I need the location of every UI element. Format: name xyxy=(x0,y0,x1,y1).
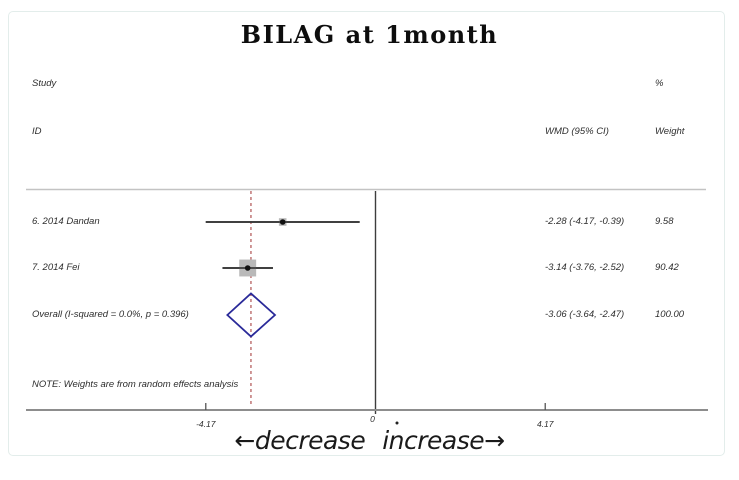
header-percent: % xyxy=(655,78,664,89)
x-axis-tick-label: -4.17 xyxy=(196,419,216,429)
overall-effect-value: -3.06 (-3.64, -2.47) xyxy=(545,309,625,320)
effect-value: -2.28 (-4.17, -0.39) xyxy=(545,216,625,227)
header-study: Study xyxy=(32,78,57,89)
study-label: 6. 2014 Dandan xyxy=(32,216,100,227)
weight-value: 9.58 xyxy=(655,216,674,227)
study-label: 7. 2014 Fei xyxy=(32,262,80,273)
overall-label: Overall (I-squared = 0.0%, p = 0.396) xyxy=(32,309,189,320)
decrease-arrow-label: ←decrease xyxy=(234,426,366,455)
annotation-dot xyxy=(395,421,399,425)
chart-title: BILAG at 1month xyxy=(240,20,499,49)
header-wmd-ci: WMD (95% CI) xyxy=(545,126,609,137)
point-estimate-marker xyxy=(244,265,251,271)
point-estimate-marker xyxy=(279,219,286,225)
x-axis-tick-label: 4.17 xyxy=(537,419,554,429)
figure-frame xyxy=(8,11,725,456)
effect-value: -3.14 (-3.76, -2.52) xyxy=(545,262,625,273)
x-axis-tick-label: 0 xyxy=(370,414,375,424)
weight-value: 90.42 xyxy=(655,262,679,273)
axis-direction-annotation: ←decrease increase→ xyxy=(0,426,739,455)
header-id: ID xyxy=(32,126,42,137)
overall-weight-value: 100.00 xyxy=(655,309,685,320)
increase-arrow-label: increase→ xyxy=(382,426,505,455)
overall-diamond xyxy=(226,292,277,338)
note-text: NOTE: Weights are from random effects an… xyxy=(32,379,239,390)
header-weight: Weight xyxy=(655,126,685,137)
